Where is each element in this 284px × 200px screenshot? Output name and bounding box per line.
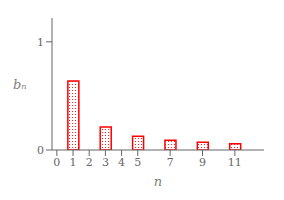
svg-text:1: 1	[37, 36, 44, 49]
svg-text:11: 11	[228, 156, 242, 169]
svg-text:0: 0	[37, 144, 44, 157]
svg-text:4: 4	[118, 156, 125, 169]
svg-text:2: 2	[86, 156, 93, 169]
svg-text:1: 1	[70, 156, 77, 169]
svg-text:0: 0	[53, 156, 60, 169]
svg-text:n: n	[154, 174, 162, 189]
svg-text:bₙ: bₙ	[13, 77, 27, 92]
svg-text:9: 9	[199, 156, 206, 169]
svg-text:5: 5	[134, 156, 141, 169]
svg-text:3: 3	[102, 156, 109, 169]
svg-text:7: 7	[167, 156, 174, 169]
